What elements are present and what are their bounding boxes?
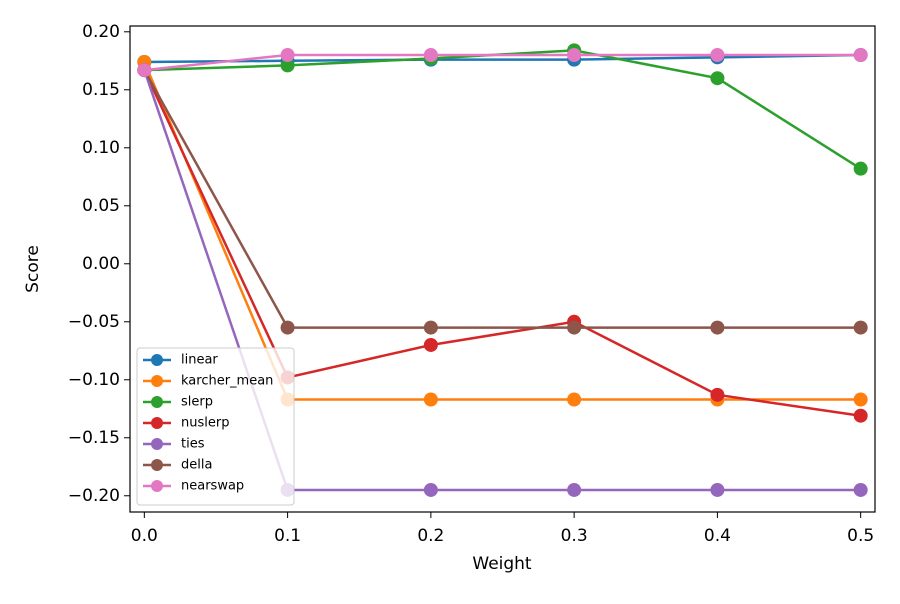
legend-marker xyxy=(151,438,163,450)
y-tick-label: −0.20 xyxy=(68,486,120,506)
y-axis-label: Score xyxy=(23,245,43,293)
y-tick-label: −0.15 xyxy=(68,428,120,448)
legend-marker xyxy=(151,459,163,471)
legend-label: ties xyxy=(181,437,205,452)
y-tick-label: −0.05 xyxy=(68,312,120,332)
x-tick-label: 0.2 xyxy=(417,526,444,546)
y-tick-label: 0.05 xyxy=(82,196,120,216)
legend-label: nearswap xyxy=(181,479,244,494)
series-line xyxy=(144,53,861,72)
point xyxy=(423,392,438,407)
point xyxy=(280,320,295,335)
point xyxy=(853,47,868,62)
x-tick-label: 0.0 xyxy=(131,526,158,546)
series-line xyxy=(143,69,861,329)
point xyxy=(423,47,438,62)
legend-box xyxy=(136,347,295,506)
point xyxy=(423,337,438,352)
legend-marker xyxy=(151,396,163,408)
x-tick-label: 0.5 xyxy=(847,526,874,546)
legend-label: nuslerp xyxy=(181,416,229,431)
plot-frame xyxy=(129,25,876,513)
point xyxy=(423,320,438,335)
y-tick-label: 0.00 xyxy=(82,254,120,274)
legend-label: slerp xyxy=(181,395,213,410)
point xyxy=(853,482,868,497)
x-tick-label: 0.1 xyxy=(274,526,301,546)
point xyxy=(567,320,582,335)
legend-marker xyxy=(151,375,163,387)
point xyxy=(280,58,295,73)
point xyxy=(710,320,725,335)
point xyxy=(423,482,438,497)
point xyxy=(567,482,582,497)
series-line xyxy=(144,53,861,64)
series-line xyxy=(143,69,861,417)
legend-marker xyxy=(151,417,163,429)
legend-marker xyxy=(151,354,163,366)
point xyxy=(853,392,868,407)
point xyxy=(280,47,295,62)
y-tick-label: 0.15 xyxy=(82,80,120,100)
y-tick-label: 0.10 xyxy=(82,138,120,158)
point xyxy=(567,392,582,407)
x-tick-label: 0.4 xyxy=(704,526,731,546)
legend-marker xyxy=(151,480,163,492)
point xyxy=(710,387,725,402)
legend-label: karcher_mean xyxy=(181,374,273,389)
point xyxy=(853,161,868,176)
legend-label: della xyxy=(181,458,212,473)
legend-label: linear xyxy=(181,353,218,368)
point xyxy=(853,320,868,335)
point xyxy=(137,63,152,78)
point xyxy=(710,47,725,62)
point xyxy=(567,47,582,62)
x-tick-label: 0.3 xyxy=(561,526,588,546)
y-tick-label: −0.10 xyxy=(68,370,120,390)
point xyxy=(710,482,725,497)
point xyxy=(853,408,868,423)
y-tick-label: 0.20 xyxy=(82,22,120,42)
x-axis-label: Weight xyxy=(472,554,532,574)
point xyxy=(710,71,725,86)
